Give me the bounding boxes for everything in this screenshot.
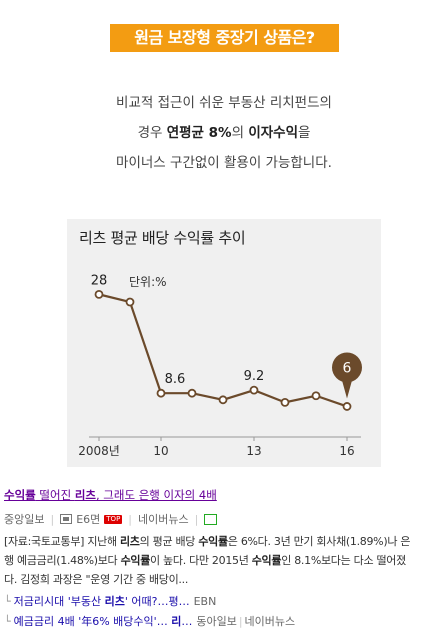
newspaper-page-icon — [60, 514, 73, 524]
divider: | — [194, 512, 199, 526]
snippet-keyword: 수익률 — [120, 554, 151, 567]
snippet-keyword: 수익률 — [251, 554, 282, 567]
snippet-text: 인 8.1%보다는 다소 떨어졌 — [281, 554, 406, 567]
intro-text: 비교적 접근이 쉬운 부동산 리치펀드의 경우 연평균 8%의 이자수익을 마이… — [0, 88, 448, 178]
news-title-text[interactable]: 떨어진 — [35, 488, 75, 502]
news-snippet: [자료:국토교통부] 지난해 리츠의 평균 배당 수익률은 6%다. 3년 만기… — [4, 532, 446, 589]
data-point — [249, 385, 259, 395]
related-text[interactable]: … — [181, 615, 193, 628]
intro-line-3: 마이너스 구간없이 활용이 가능합니다. — [116, 155, 332, 171]
corner-arrow-icon: └ — [4, 595, 11, 608]
snippet-text: 은 6%다. 3년 만기 회사채(1.89%)나 은 — [227, 535, 411, 548]
snippet-line-3: 다. 김정희 과장은 "운영 기간 중 배당이... — [4, 573, 189, 586]
snippet-text: 이 높다. 다만 2015년 — [150, 554, 252, 567]
news-source[interactable]: 중앙일보 — [4, 513, 45, 526]
intro-text-segment: 경우 — [137, 125, 167, 141]
unit-label: 단위:% — [129, 275, 167, 289]
chart-title: 리츠 평균 배당 수익률 추이 — [79, 229, 246, 247]
related-keyword[interactable]: 리츠 — [104, 595, 125, 608]
x-tick-label: 16 — [339, 444, 354, 458]
snippet-text: 행 예금금리(1.48%)보다 — [4, 554, 121, 567]
data-label: 8.6 — [165, 372, 186, 387]
related-source[interactable]: 동아일보 — [196, 615, 237, 628]
intro-highlight: 이자수익 — [248, 125, 298, 141]
data-point — [218, 395, 228, 405]
news-meta: 중앙일보 | E6면 TOP | 네이버뉴스 | — [4, 511, 218, 527]
snippet-text: [자료:국토교통부] 지난해 — [4, 535, 120, 548]
related-news-1: └ 저금리시대 '부동산 리츠' 어때?…평… EBN — [4, 593, 216, 609]
divider: | — [50, 512, 55, 526]
chart-panel: 리츠 평균 배당 수익률 추이 단위:% 28 8.6 9.2 6 2008년 10 13 16 — [67, 219, 381, 467]
data-point — [125, 297, 135, 307]
x-tick-label: 13 — [246, 444, 261, 458]
related-source[interactable]: EBN — [193, 595, 217, 608]
related-portal[interactable]: 네이버뉴스 — [244, 615, 296, 628]
news-title-link[interactable]: 수익률 떨어진 리츠, 그래도 은행 이자의 4배 — [4, 487, 217, 503]
related-news-link[interactable]: 저금리시대 '부동산 리츠' 어때?…평… — [14, 595, 190, 608]
intro-line-1: 비교적 접근이 쉬운 부동산 리치펀드의 — [116, 95, 332, 111]
news-title-text[interactable]: , 그래도 은행 이자의 4배 — [95, 488, 217, 502]
x-tick-label: 10 — [153, 444, 168, 458]
series-line — [98, 293, 348, 408]
data-point — [187, 388, 197, 398]
data-point — [94, 289, 104, 299]
intro-highlight: 연평균 8% — [166, 125, 232, 141]
corner-arrow-icon: └ — [4, 615, 11, 628]
data-point — [280, 397, 290, 407]
news-page: E6면 — [76, 513, 101, 526]
data-label: 9.2 — [244, 369, 265, 384]
related-text[interactable]: 저금리시대 '부동산 — [13, 595, 105, 608]
intro-line-2: 경우 연평균 8%의 이자수익을 — [0, 118, 448, 148]
snippet-line-2: 행 예금금리(1.48%)보다 수익률이 높다. 다만 2015년 수익률인 8… — [4, 551, 446, 570]
data-point — [311, 391, 321, 401]
news-portal-link[interactable]: 네이버뉴스 — [138, 513, 189, 526]
news-title-keyword[interactable]: 리츠 — [74, 488, 96, 502]
data-point — [342, 402, 352, 411]
top-badge: TOP — [104, 514, 123, 524]
related-news-link[interactable]: 예금금리 4배 '年6% 배당수익'… 리… — [14, 615, 193, 628]
related-news-2: └ 예금금리 4배 '年6% 배당수익'… 리… 동아일보 | 네이버뉴스 — [4, 613, 295, 629]
divider: | — [128, 512, 133, 526]
related-keyword[interactable]: 리 — [171, 615, 182, 628]
line-chart: 단위:% 28 8.6 9.2 6 2008년 10 13 16 — [78, 273, 362, 458]
divider: | — [238, 615, 243, 628]
related-text[interactable]: ' 어때?…평… — [124, 595, 190, 608]
snippet-keyword: 리츠 — [119, 535, 140, 548]
hero-title: 원금 보장형 중장기 상품은? — [110, 24, 339, 52]
x-tick-label: 2008년 — [78, 444, 120, 458]
data-point — [156, 388, 166, 398]
intro-text-segment: 의 — [231, 125, 249, 141]
share-icon[interactable] — [204, 513, 218, 525]
news-title-keyword[interactable]: 수익률 — [4, 488, 36, 502]
data-label: 6 — [343, 360, 352, 376]
value-badge — [332, 352, 362, 383]
related-text[interactable]: 예금금리 4배 '年6% 배당수익'… — [13, 615, 172, 628]
snippet-line-1: [자료:국토교통부] 지난해 리츠의 평균 배당 수익률은 6%다. 3년 만기… — [4, 532, 446, 551]
snippet-text: 의 평균 배당 — [139, 535, 199, 548]
value-badge-pointer — [342, 380, 352, 399]
intro-text-segment: 을 — [298, 125, 311, 141]
data-label: 28 — [91, 273, 108, 288]
snippet-keyword: 수익률 — [198, 535, 228, 548]
